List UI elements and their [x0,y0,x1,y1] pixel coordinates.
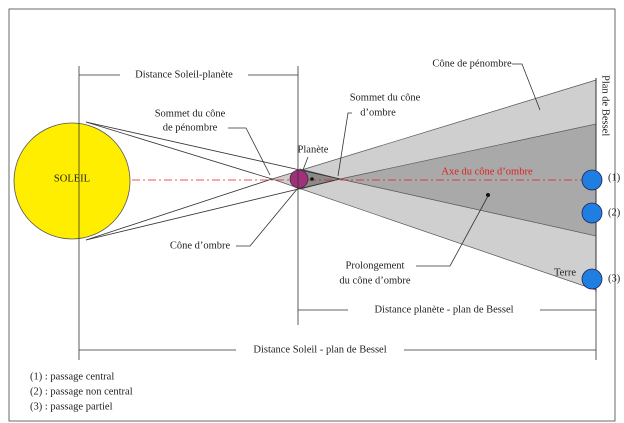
position-label: (1) [608,172,621,183]
legend-item: (2) : passage non central [30,386,133,397]
position-label: (2) [608,207,621,218]
earth-label: Terre [554,267,576,278]
umbra-cone-label: Cône d’ombre [170,240,231,251]
sun-label: SOLEIL [54,173,90,184]
bessel-label: Plan de Bessel [600,75,611,136]
umbra-apex-label: Sommet du cône [350,92,421,103]
planet-label: Planète [298,144,329,155]
axis-label: Axe du cône d’ombre [441,166,533,177]
penumbra-apex-label: de pénombre [163,122,218,133]
umbra-extension-label: Prolongement [346,260,405,271]
umbra-apex-label: d’ombre [360,107,396,118]
umbra-extension-label: du cône d’ombre [339,275,410,286]
earth [582,170,602,190]
dot [310,177,314,181]
dimension-label: Distance planète - plan de Bessel [374,304,513,315]
legend-item: (1) : passage central [30,371,114,382]
planet [290,170,308,188]
diagram: SOLEIL Planète (1) (2) (3) Terre Plan de… [0,0,624,423]
penumbra-apex-label: Sommet du cône [155,108,226,119]
dimension-label: Distance Soleil-planète [135,69,233,80]
penumbra-cone-label: Cône de pénombre [432,58,512,69]
earth [582,269,602,289]
earth [582,203,602,223]
position-label: (3) [608,273,621,284]
dimension-label: Distance Soleil - plan de Bessel [253,344,386,355]
legend-item: (3) : passage partiel [30,401,113,412]
